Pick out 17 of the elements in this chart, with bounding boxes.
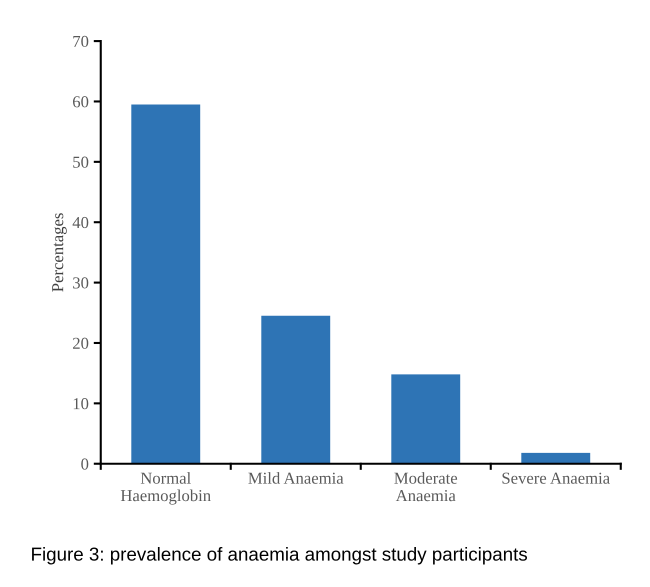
y-tick-label: 50 — [73, 156, 88, 168]
y-tick-label: 60 — [72, 96, 88, 108]
y-tick-label: 30 — [73, 277, 88, 289]
x-tick-label: Normal Haemoglobin — [120, 472, 211, 505]
bar — [131, 104, 200, 464]
bar — [391, 374, 460, 464]
y-axis-title: Percentages — [52, 213, 67, 292]
x-tick-label: Mild Anaemia — [248, 472, 344, 484]
x-tick-label: Severe Anaemia — [502, 472, 610, 484]
y-tick-label: 20 — [73, 338, 88, 349]
caption: Figure 3: prevalence of anaemia amongst study participants — [32, 546, 528, 564]
bar — [261, 316, 330, 464]
x-tick-label: Moderate Anaemia — [394, 472, 458, 502]
y-tick-label: 10 — [74, 398, 88, 410]
y-tick-label: 40 — [72, 216, 88, 228]
y-tick-label: 70 — [73, 36, 88, 48]
y-tick-label: 0 — [81, 458, 88, 470]
